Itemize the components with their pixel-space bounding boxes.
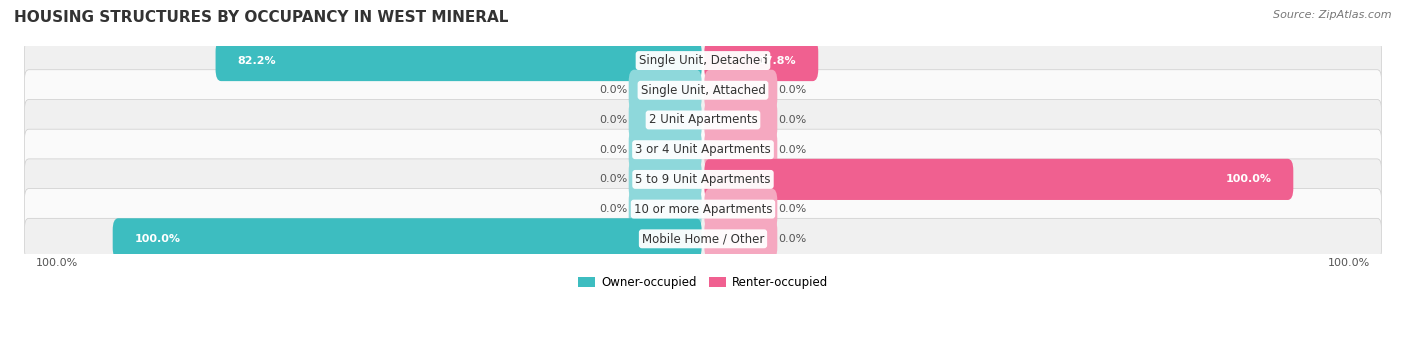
FancyBboxPatch shape bbox=[25, 70, 1381, 111]
Text: 100.0%: 100.0% bbox=[1225, 174, 1271, 184]
Text: 0.0%: 0.0% bbox=[599, 85, 627, 95]
Text: Single Unit, Attached: Single Unit, Attached bbox=[641, 84, 765, 97]
FancyBboxPatch shape bbox=[704, 189, 778, 230]
Text: HOUSING STRUCTURES BY OCCUPANCY IN WEST MINERAL: HOUSING STRUCTURES BY OCCUPANCY IN WEST … bbox=[14, 10, 509, 25]
Text: 0.0%: 0.0% bbox=[599, 204, 627, 214]
Text: 100.0%: 100.0% bbox=[1329, 258, 1371, 268]
Text: 100.0%: 100.0% bbox=[135, 234, 181, 244]
Text: 0.0%: 0.0% bbox=[779, 234, 807, 244]
FancyBboxPatch shape bbox=[704, 159, 1294, 200]
FancyBboxPatch shape bbox=[25, 129, 1381, 170]
FancyBboxPatch shape bbox=[704, 99, 778, 140]
Text: Single Unit, Detached: Single Unit, Detached bbox=[638, 54, 768, 67]
Text: Mobile Home / Other: Mobile Home / Other bbox=[641, 232, 765, 245]
FancyBboxPatch shape bbox=[704, 218, 778, 260]
Text: Source: ZipAtlas.com: Source: ZipAtlas.com bbox=[1274, 10, 1392, 20]
Legend: Owner-occupied, Renter-occupied: Owner-occupied, Renter-occupied bbox=[572, 271, 834, 294]
FancyBboxPatch shape bbox=[25, 100, 1381, 140]
FancyBboxPatch shape bbox=[25, 218, 1381, 259]
Text: 0.0%: 0.0% bbox=[779, 115, 807, 125]
Text: 0.0%: 0.0% bbox=[779, 204, 807, 214]
FancyBboxPatch shape bbox=[112, 218, 702, 260]
Text: 2 Unit Apartments: 2 Unit Apartments bbox=[648, 114, 758, 127]
FancyBboxPatch shape bbox=[628, 99, 702, 140]
FancyBboxPatch shape bbox=[628, 129, 702, 170]
FancyBboxPatch shape bbox=[704, 40, 818, 81]
Text: 5 to 9 Unit Apartments: 5 to 9 Unit Apartments bbox=[636, 173, 770, 186]
Text: 17.8%: 17.8% bbox=[758, 56, 796, 65]
Text: 10 or more Apartments: 10 or more Apartments bbox=[634, 203, 772, 216]
Text: 3 or 4 Unit Apartments: 3 or 4 Unit Apartments bbox=[636, 143, 770, 156]
FancyBboxPatch shape bbox=[215, 40, 702, 81]
Text: 0.0%: 0.0% bbox=[779, 85, 807, 95]
FancyBboxPatch shape bbox=[628, 70, 702, 111]
Text: 0.0%: 0.0% bbox=[599, 174, 627, 184]
FancyBboxPatch shape bbox=[25, 40, 1381, 81]
FancyBboxPatch shape bbox=[704, 70, 778, 111]
Text: 0.0%: 0.0% bbox=[779, 145, 807, 155]
FancyBboxPatch shape bbox=[25, 159, 1381, 200]
Text: 0.0%: 0.0% bbox=[599, 145, 627, 155]
Text: 0.0%: 0.0% bbox=[599, 115, 627, 125]
FancyBboxPatch shape bbox=[25, 189, 1381, 229]
Text: 82.2%: 82.2% bbox=[238, 56, 276, 65]
FancyBboxPatch shape bbox=[628, 189, 702, 230]
Text: 100.0%: 100.0% bbox=[35, 258, 77, 268]
FancyBboxPatch shape bbox=[704, 129, 778, 170]
FancyBboxPatch shape bbox=[628, 159, 702, 200]
